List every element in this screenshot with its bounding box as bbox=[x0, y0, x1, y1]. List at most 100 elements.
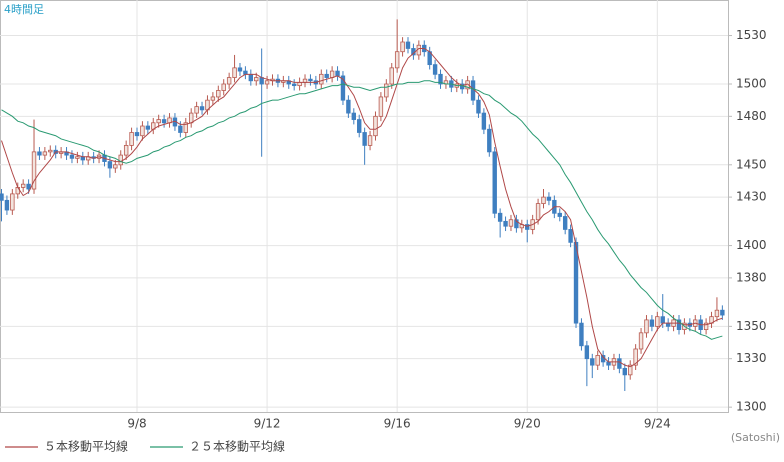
candle-body bbox=[113, 164, 118, 169]
candle-body bbox=[291, 83, 297, 87]
candle-body bbox=[508, 219, 514, 227]
candle-body bbox=[237, 67, 243, 72]
candle-body bbox=[107, 161, 113, 169]
candle-body bbox=[15, 187, 20, 195]
candle-body bbox=[26, 183, 31, 190]
candle-body bbox=[720, 309, 725, 316]
candle-body bbox=[622, 367, 627, 376]
x-tick-label: 9/12 bbox=[254, 417, 281, 431]
candle-body bbox=[210, 96, 216, 101]
y-tick-label: 1480 bbox=[736, 109, 767, 123]
x-tick-label: 9/24 bbox=[644, 417, 671, 431]
candle-body bbox=[329, 70, 335, 78]
candle-body bbox=[481, 112, 487, 130]
candle-body bbox=[357, 119, 362, 133]
candle-body bbox=[579, 322, 584, 347]
candle-body bbox=[362, 132, 367, 146]
candle-body bbox=[346, 99, 351, 114]
candle-body bbox=[503, 220, 508, 227]
candle-body bbox=[660, 316, 665, 324]
candle-body bbox=[123, 145, 129, 156]
candle-body bbox=[140, 125, 145, 137]
y-tick-label: 1330 bbox=[736, 351, 767, 365]
candle-body bbox=[183, 122, 188, 133]
candle-body bbox=[590, 358, 595, 366]
candle-body bbox=[573, 241, 579, 324]
y-tick-label: 1380 bbox=[736, 270, 767, 284]
plot-area bbox=[0, 0, 729, 413]
candle-body bbox=[394, 51, 400, 69]
x-tick-label: 9/16 bbox=[384, 417, 411, 431]
candle-body bbox=[633, 348, 638, 366]
candle-body bbox=[232, 67, 237, 78]
candle-body bbox=[655, 316, 660, 327]
candle-body bbox=[584, 345, 590, 360]
candle-body bbox=[145, 125, 151, 130]
moving-average-line bbox=[1, 80, 723, 340]
candle-body bbox=[199, 106, 205, 111]
candle-body bbox=[188, 112, 194, 124]
y-tick-label: 1450 bbox=[736, 157, 767, 171]
candle-body bbox=[248, 73, 254, 82]
candle-body bbox=[31, 151, 37, 190]
x-tick-label: 9/8 bbox=[127, 417, 146, 431]
candle-body bbox=[351, 112, 356, 120]
candle-body bbox=[340, 75, 346, 101]
candle-body bbox=[487, 128, 492, 153]
candle-body bbox=[676, 319, 682, 331]
candle-body bbox=[649, 319, 655, 327]
candle-body bbox=[514, 219, 519, 229]
legend-label: ５本移動平均線 bbox=[44, 439, 128, 454]
y-tick-label: 1350 bbox=[736, 319, 767, 333]
chart-title: 4時間足 bbox=[4, 3, 44, 16]
candle-body bbox=[324, 73, 329, 78]
y-tick-label: 1530 bbox=[736, 28, 767, 42]
candle-body bbox=[194, 106, 199, 114]
candle-body bbox=[178, 125, 183, 133]
candle-body bbox=[335, 70, 340, 77]
candle-body bbox=[714, 309, 720, 318]
moving-average-line bbox=[1, 47, 723, 368]
candle-body bbox=[384, 83, 389, 98]
candle-body bbox=[644, 319, 649, 334]
candle-body bbox=[37, 151, 42, 156]
y-tick-label: 1430 bbox=[736, 190, 767, 204]
candle-body bbox=[156, 119, 161, 124]
candle-body bbox=[638, 332, 644, 350]
candle-body bbox=[221, 83, 226, 91]
candle-body bbox=[118, 154, 123, 166]
candle-body bbox=[75, 156, 80, 159]
source-label: (Satoshi) bbox=[731, 431, 780, 444]
candle-body bbox=[20, 183, 26, 188]
candle-body bbox=[432, 64, 438, 75]
candle-body bbox=[134, 132, 140, 137]
y-tick-label: 1500 bbox=[736, 77, 767, 91]
candle-body bbox=[389, 67, 394, 85]
candle-body bbox=[476, 99, 481, 114]
candle-body bbox=[42, 151, 48, 156]
candle-body bbox=[226, 77, 232, 85]
candle-body bbox=[264, 80, 270, 85]
candle-body bbox=[129, 132, 134, 146]
candle-body bbox=[48, 149, 53, 153]
candle-body bbox=[562, 216, 568, 230]
candle-body bbox=[319, 73, 324, 85]
candle-body bbox=[69, 154, 75, 159]
candle-body bbox=[595, 355, 600, 366]
candle-body bbox=[254, 77, 259, 82]
candle-body bbox=[525, 224, 530, 230]
candle-body bbox=[546, 196, 552, 201]
candle-body bbox=[4, 199, 10, 211]
x-tick-label: 9/20 bbox=[514, 417, 541, 431]
candle-body bbox=[535, 203, 541, 221]
y-tick-label: 1400 bbox=[736, 238, 767, 252]
candle-body bbox=[438, 73, 443, 85]
candle-body bbox=[497, 212, 503, 222]
candle-body bbox=[367, 135, 373, 146]
candle-body bbox=[492, 151, 497, 214]
candle-body bbox=[557, 212, 562, 217]
candle-body bbox=[400, 41, 405, 53]
y-tick-label: 1300 bbox=[736, 400, 767, 414]
legend-label: ２５本移動平均線 bbox=[189, 439, 285, 454]
